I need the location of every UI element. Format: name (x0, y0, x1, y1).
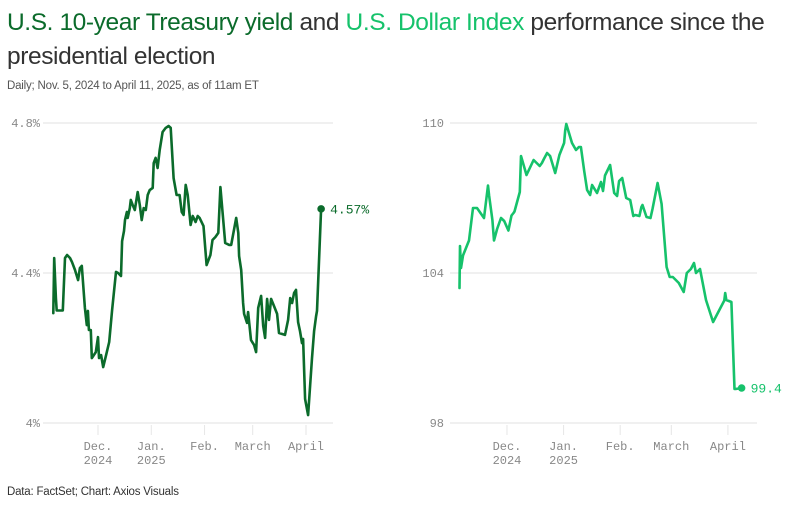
x-tick-year-label: 2025 (137, 454, 166, 468)
x-tick-year-label: 2024 (493, 454, 522, 468)
title-connector: and (293, 9, 346, 36)
y-tick-label: 110 (422, 117, 444, 131)
title-dollar-label: U.S. Dollar Index (345, 9, 525, 36)
dollar-end-point (737, 384, 746, 392)
x-tick-label: Feb. (190, 440, 219, 454)
source-note: Data: FactSet; Chart: Axios Visuals (7, 486, 179, 498)
y-tick-label: 98 (430, 417, 444, 431)
x-tick-label: Jan. (549, 440, 578, 454)
dollar-end-label: 99.4 (751, 382, 782, 397)
x-tick-label: Feb. (606, 440, 635, 454)
title-treasury-label: U.S. 10-year Treasury yield (7, 9, 294, 36)
chart-subtitle: Daily; Nov. 5, 2024 to April 11, 2025, a… (7, 80, 259, 92)
x-tick-label: Dec. (493, 440, 522, 454)
x-tick-label: April (288, 440, 324, 454)
y-tick-label: 104 (422, 267, 444, 281)
dollar-chart: 110 104 98 Dec.2024 Jan.2025 Feb. March April 99… (422, 117, 782, 468)
x-tick-label: April (710, 440, 746, 454)
treasury-chart: 4.8% 4.4% 4% Dec.2024 Jan.2025 Feb. March April… (11, 117, 369, 468)
x-tick-label: March (653, 440, 689, 454)
title-rest: performance since the presidential elect… (7, 9, 765, 70)
treasury-end-point (317, 205, 325, 213)
treasury-end-label: 4.57% (330, 202, 369, 217)
y-tick-label: 4% (26, 417, 41, 431)
x-tick-year-label: 2024 (84, 454, 113, 468)
x-tick-label: Jan. (137, 440, 166, 454)
y-tick-label: 4.4% (11, 267, 41, 281)
y-tick-label: 4.8% (11, 117, 41, 131)
x-tick-year-label: 2025 (549, 454, 578, 468)
chart-title: U.S. 10-year Treasury yield and U.S. Dol… (7, 6, 802, 74)
treasury-series-line (51, 124, 323, 417)
x-tick-label: Dec. (84, 440, 113, 454)
x-tick-label: March (235, 440, 271, 454)
dollar-series-line (458, 122, 743, 391)
